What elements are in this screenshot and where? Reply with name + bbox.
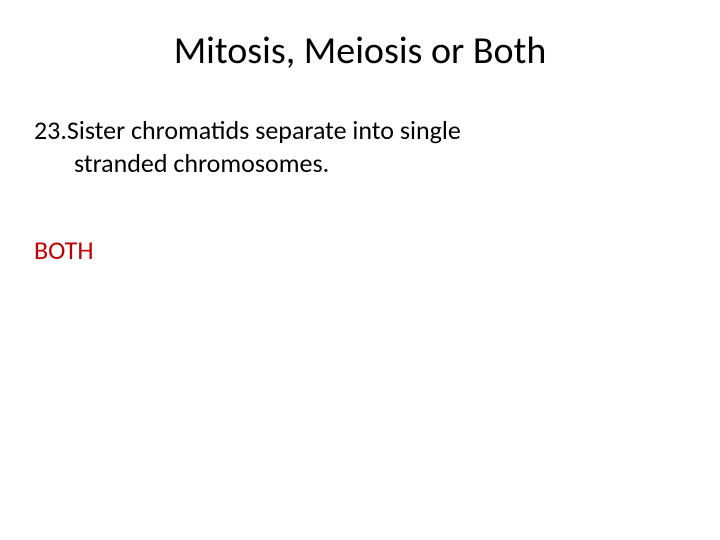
question-line-1: Sister chromatids separate into single	[67, 114, 461, 146]
answer-text: BOTH	[34, 234, 690, 266]
slide-container: Mitosis, Meiosis or Both 23.Sister chrom…	[0, 0, 720, 540]
question-number: 23.	[34, 114, 67, 146]
slide-title: Mitosis, Meiosis or Both	[30, 28, 690, 74]
question-text: 23.Sister chromatids separate into singl…	[34, 114, 690, 179]
question-line-2: stranded chromosomes.	[34, 147, 690, 180]
